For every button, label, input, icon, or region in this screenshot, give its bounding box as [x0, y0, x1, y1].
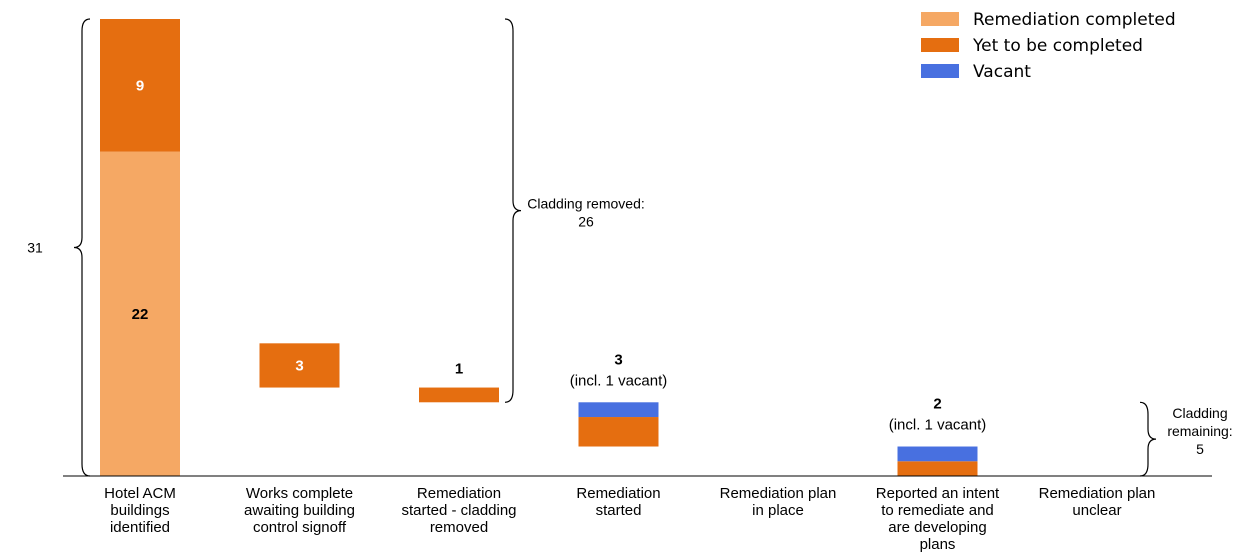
- brace-removed-label-line: 26: [578, 214, 594, 230]
- x-tick-label-2: Remediation started - cladding removed: [401, 485, 516, 536]
- brace-remaining-label-line: remaining:: [1167, 423, 1232, 439]
- legend-swatch-1: [921, 38, 959, 52]
- bar-2-yet-to-be-completed: [419, 387, 499, 403]
- x-tick-label-line: plans: [920, 536, 956, 553]
- data-labels: 22 9 3 1 3 (incl. 1 vacant) 2 (incl. 1 vacant): [132, 77, 987, 433]
- bar-3-yet-to-be-completed: [578, 417, 659, 447]
- x-tick-label-line: buildings: [110, 502, 169, 519]
- brace-total: [73, 18, 91, 477]
- brace-removed-label: Cladding removed: 26: [527, 196, 645, 230]
- brace-removed: [504, 18, 522, 403]
- bar-5-yet-to-be-completed: [897, 461, 978, 476]
- legend-label-0: Remediation completed: [973, 10, 1176, 30]
- x-tick-label-1: Works complete awaiting building control s…: [244, 485, 355, 536]
- x-tick-label-0: Hotel ACM buildings identified: [104, 485, 176, 536]
- x-tick-labels: Hotel ACM buildings identified Works comple…: [104, 485, 1155, 553]
- bar-3-vacant: [578, 402, 659, 418]
- x-tick-label-line: Remediation: [417, 485, 501, 502]
- x-tick-label-line: awaiting building: [244, 502, 355, 519]
- data-label-sub-4: (incl. 1 vacant): [570, 372, 668, 389]
- legend-swatch-0: [921, 12, 959, 26]
- x-tick-label-line: Remediation plan: [720, 485, 837, 502]
- x-tick-label-line: to remediate and: [881, 502, 994, 519]
- bars: [100, 19, 978, 476]
- data-label-3: 1: [455, 361, 463, 378]
- bar-0-remediation-completed: [100, 151, 180, 476]
- x-tick-label-line: Works complete: [246, 485, 353, 502]
- bar-1-yet-to-be-completed: [259, 343, 340, 388]
- x-tick-label-6: Remediation plan unclear: [1039, 485, 1156, 519]
- legend-label-2: Vacant: [973, 62, 1031, 82]
- x-tick-label-line: started - cladding: [401, 502, 516, 519]
- data-label-1: 9: [136, 77, 144, 94]
- brace-remaining-label: Cladding remaining: 5: [1167, 405, 1232, 457]
- brace-total-label: 31: [27, 240, 43, 256]
- x-tick-label-line: removed: [430, 519, 488, 536]
- brace-remaining-label-line: 5: [1196, 441, 1204, 457]
- bar-5-vacant: [897, 446, 978, 462]
- x-tick-label-line: are developing: [888, 519, 986, 536]
- x-tick-label-line: in place: [752, 502, 804, 519]
- bar-0-yet-to-be-completed: [100, 19, 180, 152]
- brace-remaining-label-line: Cladding: [1172, 405, 1227, 421]
- x-tick-label-line: Reported an intent: [876, 485, 1000, 502]
- legend-swatch-2: [921, 64, 959, 78]
- x-tick-label-line: control signoff: [253, 519, 347, 536]
- x-tick-label-line: started: [596, 502, 642, 519]
- x-tick-label-line: identified: [110, 519, 170, 536]
- legend: Remediation completed Yet to be completed…: [921, 10, 1176, 82]
- data-label-0: 22: [132, 306, 149, 323]
- brace-removed-label-line: Cladding removed:: [527, 196, 645, 212]
- x-tick-label-3: Remediation started: [576, 485, 660, 519]
- data-label-2: 3: [295, 357, 303, 374]
- x-tick-label-line: Hotel ACM: [104, 485, 176, 502]
- brace-remaining: [1139, 401, 1157, 477]
- x-tick-label-line: Remediation plan: [1039, 485, 1156, 502]
- data-label-5: 2: [933, 396, 941, 413]
- legend-label-1: Yet to be completed: [972, 36, 1143, 56]
- x-tick-label-4: Remediation plan in place: [720, 485, 837, 519]
- x-tick-label-line: unclear: [1072, 502, 1121, 519]
- x-tick-label-line: Remediation: [576, 485, 660, 502]
- x-tick-label-5: Reported an intent to remediate and are de…: [876, 485, 1000, 553]
- data-label-sub-5: (incl. 1 vacant): [889, 417, 987, 434]
- data-label-4: 3: [614, 351, 622, 368]
